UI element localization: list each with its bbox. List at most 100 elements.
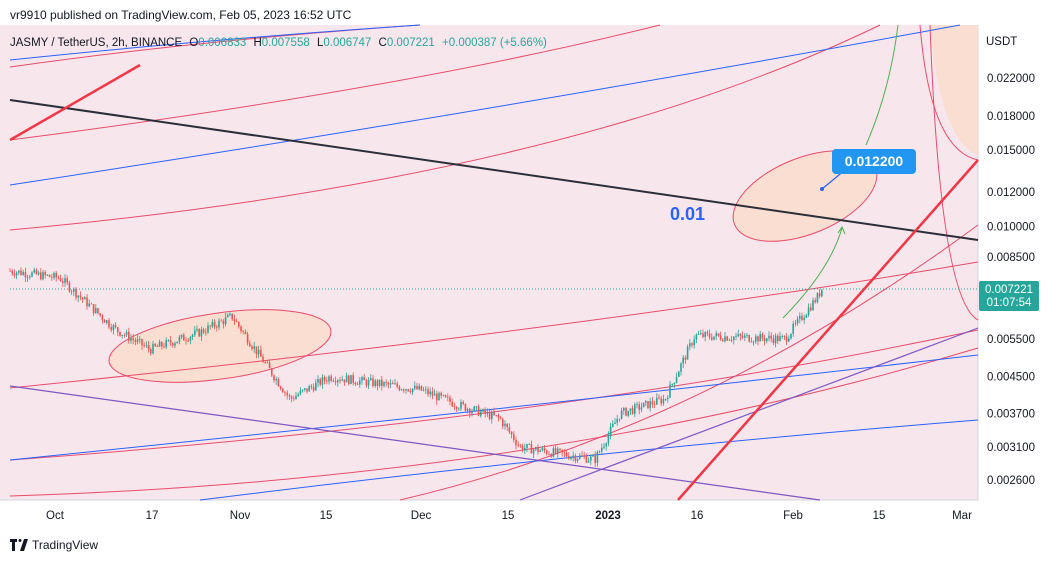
candle [455, 405, 458, 412]
candle [128, 327, 130, 344]
candle [370, 374, 372, 381]
candle [625, 406, 627, 417]
y-tick-label: 0.002600 [987, 475, 1035, 487]
candle [691, 342, 693, 348]
candle [561, 449, 563, 457]
candle [539, 449, 541, 453]
candle [86, 294, 88, 310]
candle [570, 455, 572, 461]
candle [297, 392, 299, 398]
candle [154, 343, 156, 348]
candle [491, 409, 493, 424]
candles[interactable] [9, 267, 823, 468]
y-tick-label: 0.012000 [987, 187, 1035, 199]
candle [257, 345, 260, 358]
candle [319, 377, 321, 387]
candle [682, 354, 684, 369]
candle [651, 397, 654, 408]
candle [59, 274, 62, 282]
candle [418, 383, 420, 391]
red-trendline-top[interactable] [9, 63, 141, 142]
brand-name: TradingView [32, 538, 99, 552]
candle [134, 337, 137, 346]
candle [367, 377, 370, 390]
candle [279, 385, 282, 391]
candle [48, 274, 51, 278]
candle [308, 384, 310, 392]
candle [62, 277, 64, 287]
candle [20, 267, 22, 276]
candle [704, 331, 706, 342]
candle [603, 442, 605, 450]
candle [744, 332, 746, 341]
candle [136, 335, 139, 345]
candle [222, 318, 225, 329]
candle [466, 407, 469, 414]
candle [537, 444, 539, 455]
red-trendline-support[interactable] [677, 159, 979, 501]
candle [530, 440, 533, 454]
candle [458, 407, 460, 411]
black-trendline[interactable] [9, 99, 979, 241]
candle [165, 337, 167, 350]
y-tick-label: 0.004500 [987, 372, 1035, 384]
candle [689, 339, 691, 351]
candle [702, 329, 704, 339]
candle [194, 326, 196, 337]
candle [634, 402, 636, 418]
candle [64, 274, 66, 287]
y-tick-label: 0.003700 [987, 409, 1035, 421]
candle [739, 333, 742, 341]
candle [486, 408, 489, 417]
candle [618, 418, 621, 422]
candle [405, 388, 407, 394]
candle [112, 323, 115, 335]
ohlc-line: JASMY / TetherUS, 2h, BINANCE O0.006833 … [10, 37, 547, 49]
candle [57, 275, 60, 280]
candle [40, 268, 42, 281]
candle [568, 452, 570, 460]
candle [147, 340, 150, 353]
candle [403, 388, 405, 393]
candle [152, 340, 154, 355]
candle [216, 324, 218, 332]
candle [101, 313, 104, 324]
candle [70, 289, 73, 295]
candle [117, 326, 119, 337]
candle [440, 391, 442, 399]
candle [119, 331, 121, 337]
candle [240, 325, 242, 334]
candle [521, 443, 524, 453]
candle [44, 270, 46, 279]
candle [202, 327, 205, 335]
consolidation-ellipse[interactable] [104, 298, 335, 395]
candle [590, 454, 592, 466]
candle [803, 314, 805, 324]
candle [330, 374, 332, 383]
candle [649, 397, 651, 412]
candle [37, 270, 40, 276]
high-label: H [253, 37, 261, 49]
candle [517, 441, 519, 448]
target-label: 0.012200 [845, 153, 904, 169]
candle [326, 376, 328, 385]
candle [130, 334, 132, 344]
candle [33, 267, 35, 274]
candle [145, 341, 148, 348]
candle [218, 318, 220, 330]
candle [761, 332, 764, 342]
candle [741, 331, 744, 340]
candle [242, 330, 244, 335]
candle [587, 457, 590, 464]
candle [623, 406, 625, 415]
x-tick-label: Oct [46, 510, 65, 522]
candle [636, 401, 638, 409]
candle [763, 334, 766, 346]
candle [469, 407, 471, 418]
candle [31, 271, 33, 278]
target-label-box[interactable] [832, 149, 916, 174]
candle [546, 449, 548, 456]
candle [246, 331, 249, 346]
y-tick-label: 0.008500 [987, 252, 1035, 264]
